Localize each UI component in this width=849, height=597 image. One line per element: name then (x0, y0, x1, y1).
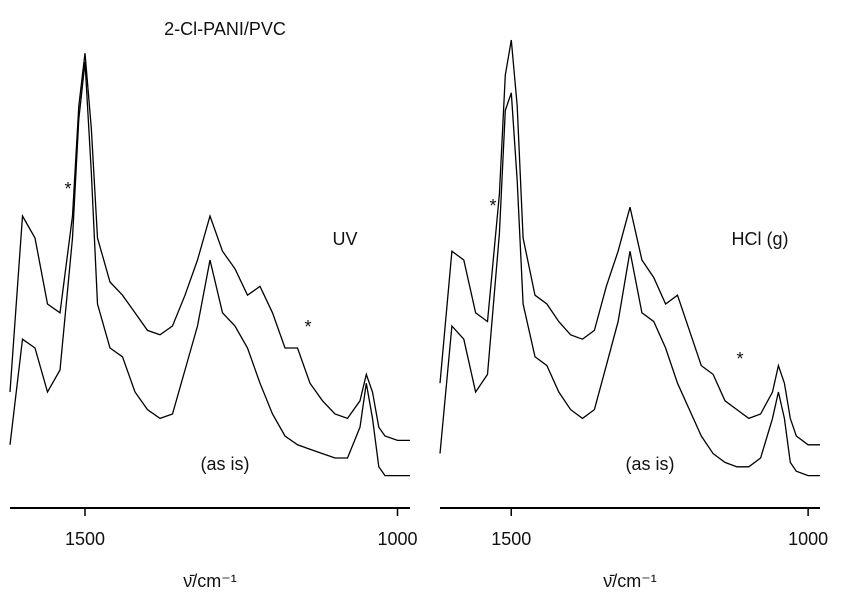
annotation: HCl (g) (732, 229, 789, 249)
annotation: UV (332, 229, 357, 249)
annotation: * (64, 179, 71, 199)
spectrum-line (9, 61, 410, 477)
x-tick-label: 1500 (491, 529, 531, 549)
annotation: * (736, 349, 743, 369)
x-tick-label: 1500 (65, 529, 105, 549)
annotation: (as is) (626, 454, 675, 474)
x-tick-label: 1000 (788, 529, 828, 549)
x-tick-label: 1000 (377, 529, 417, 549)
x-axis-label: ν̄/cm⁻¹ (183, 571, 237, 591)
annotation: (as is) (201, 454, 250, 474)
spectrum-line (439, 39, 820, 446)
spectrum-line (9, 53, 410, 442)
annotation: * (304, 317, 311, 337)
figure-title: 2-Cl-PANI/PVC (164, 19, 286, 39)
spectrum-line (439, 92, 820, 477)
annotation: * (489, 196, 496, 216)
x-axis-label: ν̄/cm⁻¹ (603, 571, 657, 591)
